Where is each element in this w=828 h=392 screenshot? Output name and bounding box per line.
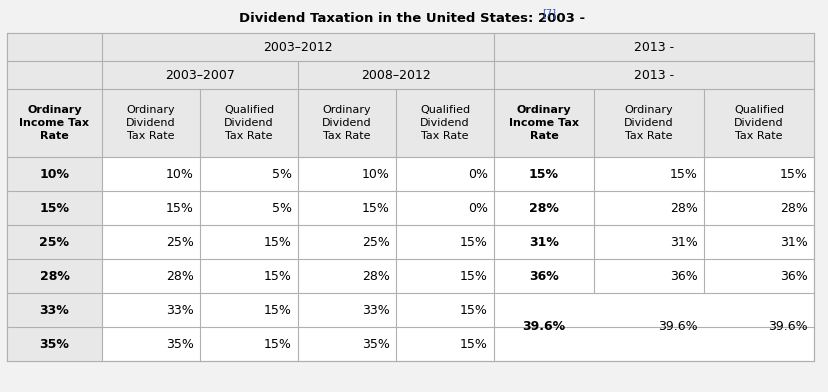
Text: 33%: 33% xyxy=(362,303,389,316)
Bar xyxy=(7,191,102,225)
Text: 15%: 15% xyxy=(264,338,291,350)
Text: 15%: 15% xyxy=(779,167,807,180)
Text: 0%: 0% xyxy=(468,167,488,180)
Text: 15%: 15% xyxy=(460,270,488,283)
Text: 15%: 15% xyxy=(264,303,291,316)
Text: Qualified
Dividend
Tax Rate: Qualified Dividend Tax Rate xyxy=(224,105,274,141)
Text: 33%: 33% xyxy=(166,303,194,316)
Text: 5%: 5% xyxy=(272,167,291,180)
Text: 15%: 15% xyxy=(264,236,291,249)
Text: 25%: 25% xyxy=(40,236,70,249)
Text: Ordinary
Dividend
Tax Rate: Ordinary Dividend Tax Rate xyxy=(126,105,176,141)
Text: 15%: 15% xyxy=(669,167,697,180)
Text: Qualified
Dividend
Tax Rate: Qualified Dividend Tax Rate xyxy=(420,105,469,141)
Bar xyxy=(7,327,102,361)
Text: 36%: 36% xyxy=(528,270,558,283)
Text: 28%: 28% xyxy=(528,201,558,214)
Text: 2003–2012: 2003–2012 xyxy=(262,40,332,53)
Text: 10%: 10% xyxy=(362,167,389,180)
Bar xyxy=(7,259,102,293)
Text: 28%: 28% xyxy=(669,201,697,214)
Bar xyxy=(7,225,102,259)
Text: 35%: 35% xyxy=(166,338,194,350)
Text: 10%: 10% xyxy=(40,167,70,180)
Text: Ordinary
Dividend
Tax Rate: Ordinary Dividend Tax Rate xyxy=(322,105,372,141)
Text: 15%: 15% xyxy=(362,201,389,214)
Text: Ordinary
Dividend
Tax Rate: Ordinary Dividend Tax Rate xyxy=(623,105,673,141)
Text: [7]: [7] xyxy=(542,8,556,18)
Text: 2013 -: 2013 - xyxy=(633,69,673,82)
Bar xyxy=(7,61,813,89)
Bar xyxy=(7,89,813,157)
Text: 15%: 15% xyxy=(40,201,70,214)
Text: 2008–2012: 2008–2012 xyxy=(361,69,431,82)
Text: 39.6%: 39.6% xyxy=(657,321,697,334)
Text: 15%: 15% xyxy=(460,303,488,316)
Text: 5%: 5% xyxy=(272,201,291,214)
Text: 31%: 31% xyxy=(670,236,697,249)
Text: 31%: 31% xyxy=(779,236,807,249)
Bar xyxy=(7,293,102,327)
Text: 15%: 15% xyxy=(528,167,558,180)
Text: 28%: 28% xyxy=(362,270,389,283)
Text: 25%: 25% xyxy=(362,236,389,249)
Text: 33%: 33% xyxy=(40,303,70,316)
Text: 39.6%: 39.6% xyxy=(522,321,565,334)
Text: Ordinary
Income Tax
Rate: Ordinary Income Tax Rate xyxy=(508,105,578,141)
Text: 15%: 15% xyxy=(460,338,488,350)
Text: 15%: 15% xyxy=(460,236,488,249)
Text: 35%: 35% xyxy=(40,338,70,350)
Text: 36%: 36% xyxy=(670,270,697,283)
Text: 0%: 0% xyxy=(468,201,488,214)
Text: 28%: 28% xyxy=(166,270,194,283)
Bar xyxy=(7,157,102,191)
Text: 36%: 36% xyxy=(779,270,807,283)
Text: 15%: 15% xyxy=(264,270,291,283)
Text: 39.6%: 39.6% xyxy=(768,321,807,334)
Text: Dividend Taxation in the United States: 2003 -: Dividend Taxation in the United States: … xyxy=(238,11,589,25)
Text: 2013 -: 2013 - xyxy=(633,40,673,53)
Text: Ordinary
Income Tax
Rate: Ordinary Income Tax Rate xyxy=(20,105,89,141)
Bar xyxy=(7,33,813,61)
Text: 25%: 25% xyxy=(166,236,194,249)
Text: 2003–2007: 2003–2007 xyxy=(165,69,234,82)
Text: 10%: 10% xyxy=(166,167,194,180)
Text: 35%: 35% xyxy=(362,338,389,350)
Text: 28%: 28% xyxy=(779,201,807,214)
Text: 31%: 31% xyxy=(528,236,558,249)
Text: Qualified
Dividend
Tax Rate: Qualified Dividend Tax Rate xyxy=(733,105,783,141)
Text: 28%: 28% xyxy=(40,270,70,283)
Text: 15%: 15% xyxy=(166,201,194,214)
Bar xyxy=(7,33,813,361)
